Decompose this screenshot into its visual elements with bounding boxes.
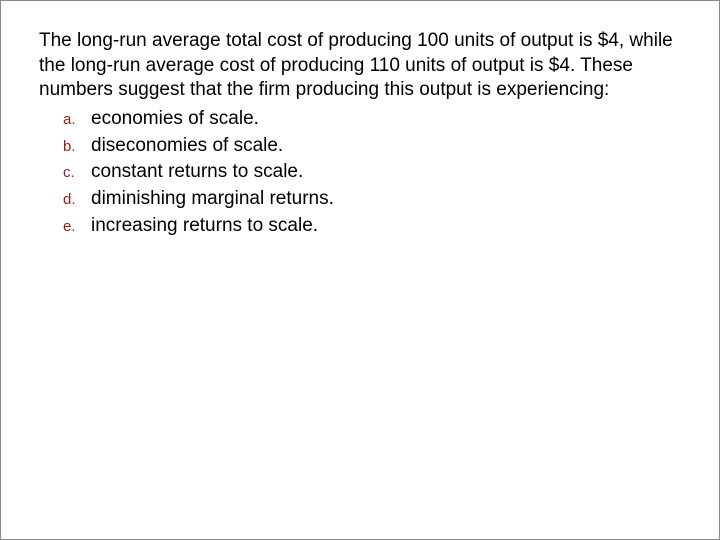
option-d: d. diminishing marginal returns. bbox=[63, 187, 681, 212]
question-text: The long-run average total cost of produ… bbox=[39, 29, 681, 103]
option-b: b. diseconomies of scale. bbox=[63, 134, 681, 159]
options-list: a. economies of scale. b. diseconomies o… bbox=[39, 107, 681, 238]
option-text: economies of scale. bbox=[91, 107, 259, 132]
option-marker: b. bbox=[63, 137, 91, 157]
option-marker: e. bbox=[63, 217, 91, 237]
option-text: increasing returns to scale. bbox=[91, 214, 318, 239]
option-e: e. increasing returns to scale. bbox=[63, 214, 681, 239]
option-marker: c. bbox=[63, 163, 91, 183]
option-text: diminishing marginal returns. bbox=[91, 187, 334, 212]
option-text: diseconomies of scale. bbox=[91, 134, 283, 159]
option-a: a. economies of scale. bbox=[63, 107, 681, 132]
option-text: constant returns to scale. bbox=[91, 160, 303, 185]
option-marker: a. bbox=[63, 110, 91, 130]
option-c: c. constant returns to scale. bbox=[63, 160, 681, 185]
option-marker: d. bbox=[63, 190, 91, 210]
